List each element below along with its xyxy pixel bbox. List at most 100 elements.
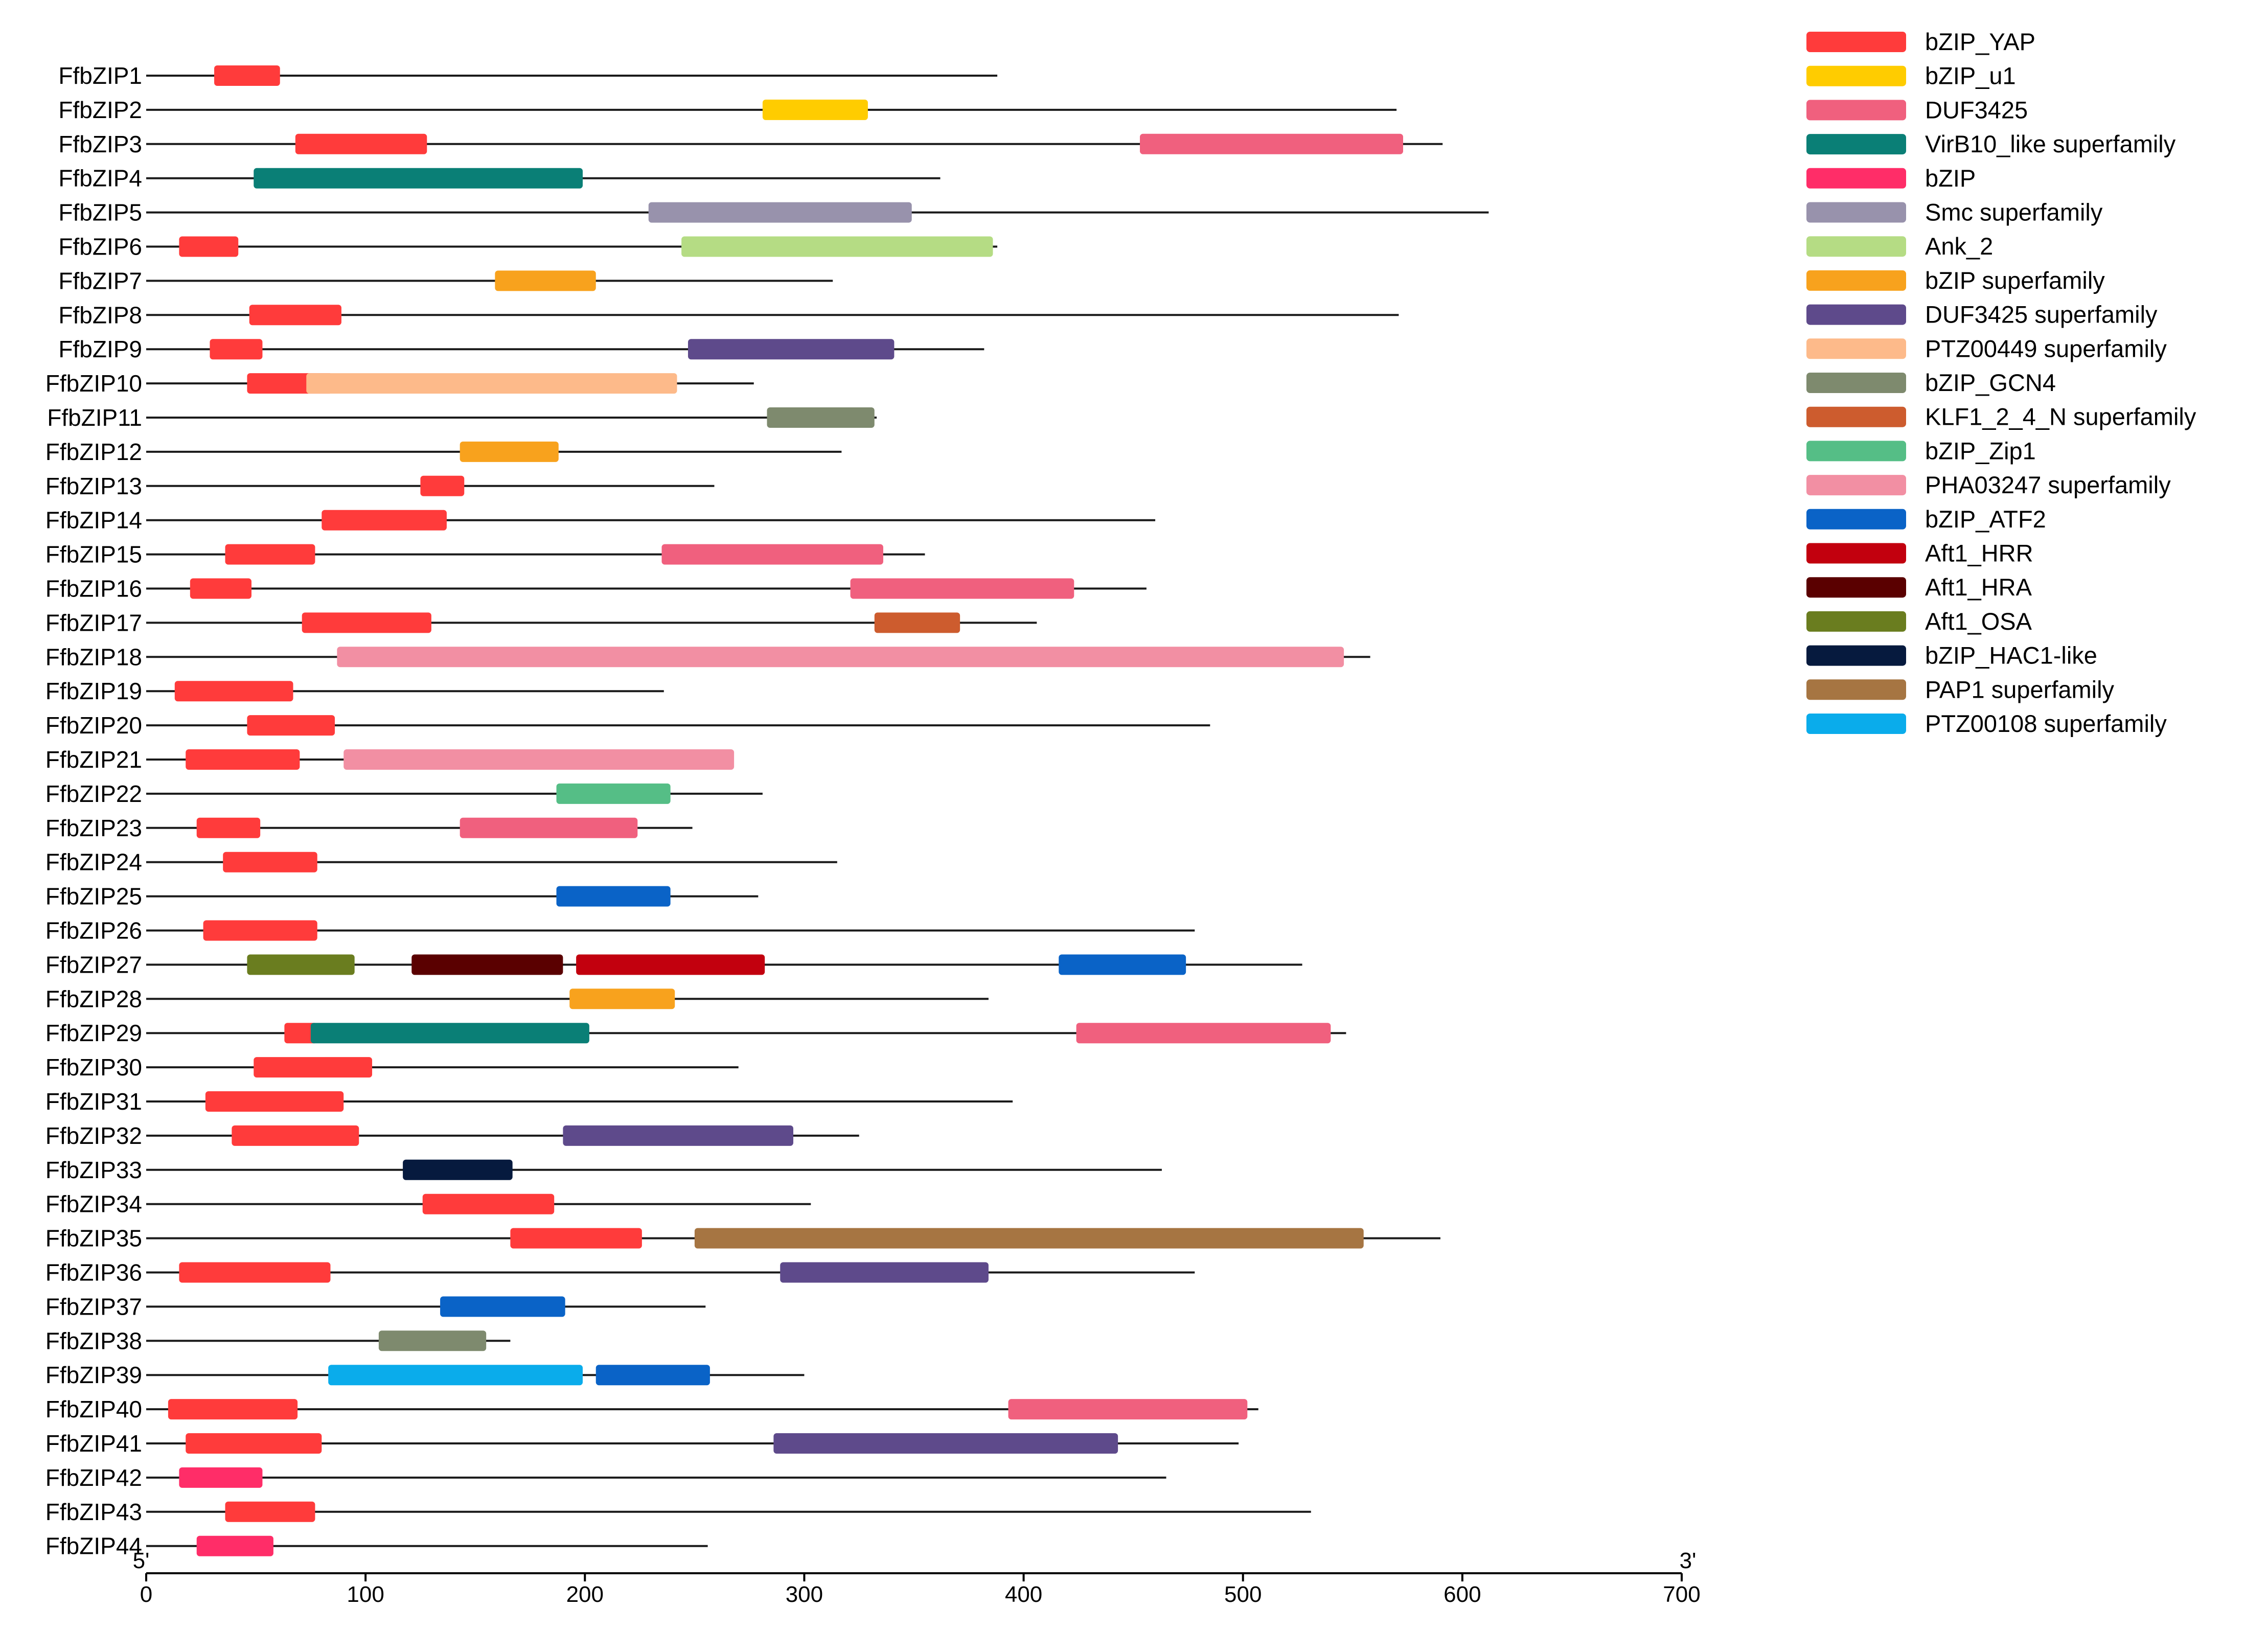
x-tick-label: 100 <box>347 1582 384 1607</box>
protein-label: FfbZIP26 <box>45 917 142 944</box>
x-tick-label: 0 <box>140 1582 152 1607</box>
legend-swatch <box>1806 509 1906 530</box>
legend-label: PAP1 superfamily <box>1925 676 2115 703</box>
protein-row: FfbZIP7 <box>58 267 833 294</box>
protein-row: FfbZIP26 <box>45 917 1195 944</box>
protein-label: FfbZIP9 <box>58 336 142 362</box>
protein-label: FfbZIP38 <box>45 1327 142 1354</box>
protein-label: FfbZIP3 <box>58 131 142 157</box>
legend-swatch <box>1806 100 1906 121</box>
x-tick-label: 200 <box>566 1582 604 1607</box>
protein-label: FfbZIP40 <box>45 1396 142 1422</box>
domain-bar <box>306 373 677 394</box>
protein-label: FfbZIP14 <box>45 507 142 534</box>
domain-bar <box>343 749 735 770</box>
protein-row: FfbZIP9 <box>58 336 984 362</box>
domain-bar <box>420 475 465 496</box>
protein-row: FfbZIP40 <box>45 1396 1258 1422</box>
protein-row: FfbZIP43 <box>45 1499 1311 1525</box>
protein-row: FfbZIP2 <box>58 97 1397 123</box>
legend-entry: Ank_2 <box>1806 233 1993 260</box>
domain-bar <box>378 1330 487 1351</box>
protein-label: FfbZIP2 <box>58 97 142 123</box>
legend-label: bZIP superfamily <box>1925 267 2105 294</box>
x-axis: 5' 3' 0 100 200 300 400 500 600 700 <box>133 1548 1701 1607</box>
domain-bar <box>247 715 335 736</box>
domain-bar <box>179 1467 263 1488</box>
legend-entry: bZIP_GCN4 <box>1806 369 2056 396</box>
legend-entry: PHA03247 superfamily <box>1806 471 2171 498</box>
protein-label: FfbZIP10 <box>45 370 142 397</box>
protein-row: FfbZIP44 <box>45 1533 708 1559</box>
legend-swatch <box>1806 406 1906 427</box>
domain-bar <box>196 817 261 838</box>
protein-label: FfbZIP8 <box>58 302 142 328</box>
domain-bar <box>1059 954 1186 975</box>
domain-bar <box>190 578 251 599</box>
domain-bar <box>762 99 868 120</box>
legend-swatch <box>1806 475 1906 496</box>
protein-label: FfbZIP4 <box>58 165 142 192</box>
domain-bar <box>595 1365 710 1386</box>
protein-label: FfbZIP22 <box>45 780 142 807</box>
protein-label: FfbZIP1 <box>58 62 142 89</box>
protein-label: FfbZIP25 <box>45 883 142 910</box>
protein-row: FfbZIP8 <box>58 302 1399 328</box>
protein-label: FfbZIP13 <box>45 473 142 499</box>
domain-bar <box>254 168 583 189</box>
legend-swatch <box>1806 202 1906 223</box>
protein-label: FfbZIP36 <box>45 1259 142 1286</box>
domain-bar <box>214 65 280 86</box>
protein-label: FfbZIP20 <box>45 712 142 739</box>
domain-bar <box>422 1193 555 1214</box>
domain-bar <box>661 544 883 565</box>
legend-label: PHA03247 superfamily <box>1925 471 2171 498</box>
legend-label: KLF1_2_4_N superfamily <box>1925 403 2196 430</box>
domain-bar <box>284 1023 317 1044</box>
legend-entry: bZIP_u1 <box>1806 62 2016 89</box>
legend-label: PTZ00449 superfamily <box>1925 335 2167 362</box>
protein-label: FfbZIP5 <box>58 199 142 226</box>
protein-label: FfbZIP6 <box>58 234 142 260</box>
protein-label: FfbZIP15 <box>45 541 142 568</box>
protein-row: FfbZIP31 <box>45 1088 1013 1115</box>
legend-swatch <box>1806 611 1906 632</box>
protein-label: FfbZIP17 <box>45 609 142 636</box>
protein-row: FfbZIP39 <box>45 1362 805 1388</box>
domain-bar <box>205 1091 344 1112</box>
legend-label: DUF3425 superfamily <box>1925 301 2158 328</box>
protein-row: FfbZIP3 <box>58 131 1443 157</box>
protein-row: FfbZIP23 <box>45 815 693 841</box>
protein-row: FfbZIP38 <box>45 1327 511 1354</box>
legend-swatch <box>1806 645 1906 666</box>
protein-row: FfbZIP14 <box>45 507 1156 534</box>
legend-swatch <box>1806 65 1906 86</box>
protein-label: FfbZIP37 <box>45 1293 142 1320</box>
legend-label: VirB10_like superfamily <box>1925 130 2176 157</box>
domain-bar <box>694 1228 1364 1249</box>
domain-bar <box>495 270 596 291</box>
protein-row: FfbZIP34 <box>45 1191 811 1217</box>
five-prime-label: 5' <box>133 1548 150 1573</box>
protein-label: FfbZIP35 <box>45 1225 142 1252</box>
legend-entry: PAP1 superfamily <box>1806 676 2115 703</box>
protein-label: FfbZIP16 <box>45 576 142 602</box>
protein-row: FfbZIP17 <box>45 609 1037 636</box>
three-prime-label: 3' <box>1680 1548 1697 1573</box>
domain-bar <box>569 989 675 1009</box>
domain-bar <box>249 305 341 326</box>
domain-bar <box>337 647 1344 668</box>
legend-label: DUF3425 <box>1925 96 2028 123</box>
legend-swatch <box>1806 236 1906 257</box>
legend-label: bZIP_u1 <box>1925 62 2016 89</box>
legend-label: Aft1_OSA <box>1925 608 2032 635</box>
domain-bar <box>247 954 355 975</box>
domain-bar <box>322 510 447 531</box>
protein-row: FfbZIP28 <box>45 985 989 1012</box>
legend: bZIP_YAP bZIP_u1 DUF3425 VirB10_like superf… <box>1806 28 2196 737</box>
x-tick-label: 400 <box>1005 1582 1042 1607</box>
protein-label: FfbZIP27 <box>45 951 142 978</box>
domain-bar <box>1076 1023 1331 1044</box>
legend-entry: PTZ00449 superfamily <box>1806 335 2167 362</box>
legend-entry: DUF3425 <box>1806 96 2028 123</box>
